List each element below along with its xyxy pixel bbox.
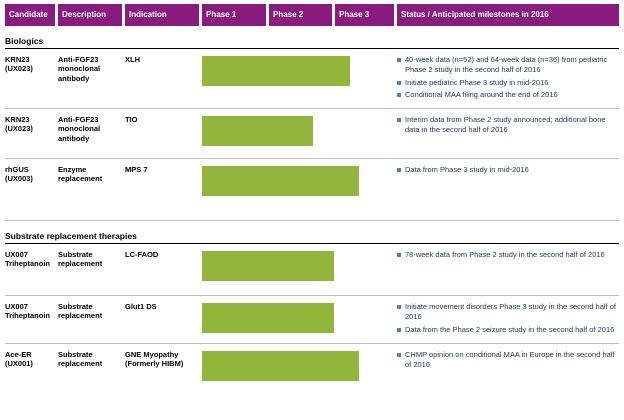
status-text: Data from Phase 3 study in mid-2016 xyxy=(405,165,529,174)
status-text: Data from the Phase 2 seizure study in t… xyxy=(405,324,615,334)
phase-track xyxy=(202,164,394,196)
phase-progress-bar xyxy=(202,116,314,146)
indication-cell: Glut1 DS xyxy=(125,302,157,311)
indication-cell: TIO xyxy=(125,115,138,124)
phase-progress-bar xyxy=(202,56,350,86)
status-bullet-item: Data from the Phase 2 seizure study in t… xyxy=(397,325,619,335)
status-text: Interim data from Phase 2 study announce… xyxy=(405,115,606,134)
status-bullet-item: Conditional MAA filing around the end of… xyxy=(397,90,619,100)
status-bullet-item: Data from Phase 3 study in mid-2016 xyxy=(397,165,619,175)
bullet-square-icon xyxy=(397,118,401,122)
candidate-cell: UX007 Triheptanoin xyxy=(5,302,50,321)
header-indication: Indication xyxy=(125,4,199,26)
description-cell: Anti-FGF23 monoclonal antibody xyxy=(58,55,101,83)
candidate-cell: KRN23 (UX023) xyxy=(5,115,33,134)
phase-track xyxy=(202,349,394,381)
status-bullet-item: Interim data from Phase 2 study announce… xyxy=(397,115,619,135)
header-description: Description xyxy=(58,4,122,26)
phase-progress-bar xyxy=(202,351,360,381)
phase-track xyxy=(202,114,394,146)
status-bullet-item: Initiate pediatric Phase 3 study in mid-… xyxy=(397,78,619,88)
status-text: CHMP opinion on conditional MAA in Europ… xyxy=(405,350,615,369)
header-phase-1: Phase 1 xyxy=(202,4,266,26)
header-candidate: Candidate xyxy=(5,4,55,26)
status-cell: Data from Phase 3 study in mid-2016 xyxy=(397,164,619,178)
table-header: Candidate Description Indication Phase 1… xyxy=(5,4,619,26)
status-cell: 40-week data (n=52) and 64-week data (n=… xyxy=(397,54,619,103)
bullet-square-icon xyxy=(397,353,401,357)
bullet-square-icon xyxy=(397,305,401,309)
section-title-substrate: Substrate replacement therapies xyxy=(5,227,619,244)
description-cell: Substrate replacement xyxy=(58,350,103,369)
bullet-square-icon xyxy=(397,327,401,332)
phase-track xyxy=(202,54,394,86)
candidate-cell: Ace-ER (UX001) xyxy=(5,350,33,369)
table-row: rhGUS (UX003) Enzyme replacement MPS 7 D… xyxy=(5,159,619,221)
status-cell: Interim data from Phase 2 study announce… xyxy=(397,114,619,138)
table-row: KRN23 (UX023) Anti-FGF23 monoclonal anti… xyxy=(5,109,619,159)
status-cell: CHMP opinion on conditional MAA in Europ… xyxy=(397,349,619,373)
bullet-square-icon xyxy=(397,253,401,257)
bullet-square-icon xyxy=(397,80,401,85)
status-text: 40-week data (n=52) and 64-week data (n=… xyxy=(405,55,608,74)
phase-progress-bar xyxy=(202,166,360,196)
header-phase-3: Phase 3 xyxy=(335,4,394,26)
candidate-cell: KRN23 (UX023) xyxy=(5,55,33,74)
indication-cell: MPS 7 xyxy=(125,165,148,174)
status-bullet-item: CHMP opinion on conditional MAA in Europ… xyxy=(397,350,619,370)
status-cell: 78-week data from Phase 2 study in the s… xyxy=(397,249,619,263)
phase-track xyxy=(202,249,394,281)
table-row: KRN23 (UX023) Anti-FGF23 monoclonal anti… xyxy=(5,49,619,109)
table-row: UX007 Triheptanoin Substrate replacement… xyxy=(5,244,619,296)
header-status: Status / Anticipated milestones in 2016 xyxy=(397,4,619,26)
status-bullet-item: 40-week data (n=52) and 64-week data (n=… xyxy=(397,55,619,75)
table-row: Ace-ER (UX001) Substrate replacement GNE… xyxy=(5,344,619,388)
indication-cell: LC-FAOD xyxy=(125,250,159,259)
bullet-square-icon xyxy=(397,58,401,62)
description-cell: Substrate replacement xyxy=(58,302,103,321)
phase-progress-bar xyxy=(202,303,335,333)
status-text: Conditional MAA filing around the end of… xyxy=(405,90,558,100)
indication-cell: XLH xyxy=(125,55,140,64)
bullet-square-icon xyxy=(397,168,401,172)
phase-track xyxy=(202,301,394,333)
header-phase-2: Phase 2 xyxy=(269,4,332,26)
pipeline-table: Candidate Description Indication Phase 1… xyxy=(5,4,619,388)
status-text: 78-week data from Phase 2 study in the s… xyxy=(405,250,605,259)
status-cell: Initiate movement disorders Phase 3 stud… xyxy=(397,301,619,337)
status-text: Initiate movement disorders Phase 3 stud… xyxy=(405,302,616,321)
status-bullet-item: 78-week data from Phase 2 study in the s… xyxy=(397,250,619,260)
candidate-cell: rhGUS (UX003) xyxy=(5,165,33,184)
table-row: UX007 Triheptanoin Substrate replacement… xyxy=(5,296,619,344)
status-text: Initiate pediatric Phase 3 study in mid-… xyxy=(405,77,549,87)
description-cell: Enzyme replacement xyxy=(58,165,103,184)
indication-cell: GNE Myopathy (Formerly HIBM) xyxy=(125,350,184,369)
description-cell: Substrate replacement xyxy=(58,250,103,269)
section-title-biologics: Biologics xyxy=(5,32,619,49)
phase-progress-bar xyxy=(202,251,335,281)
description-cell: Anti-FGF23 monoclonal antibody xyxy=(58,115,101,143)
status-bullet-item: Initiate movement disorders Phase 3 stud… xyxy=(397,302,619,322)
candidate-cell: UX007 Triheptanoin xyxy=(5,250,50,269)
bullet-square-icon xyxy=(397,93,401,98)
